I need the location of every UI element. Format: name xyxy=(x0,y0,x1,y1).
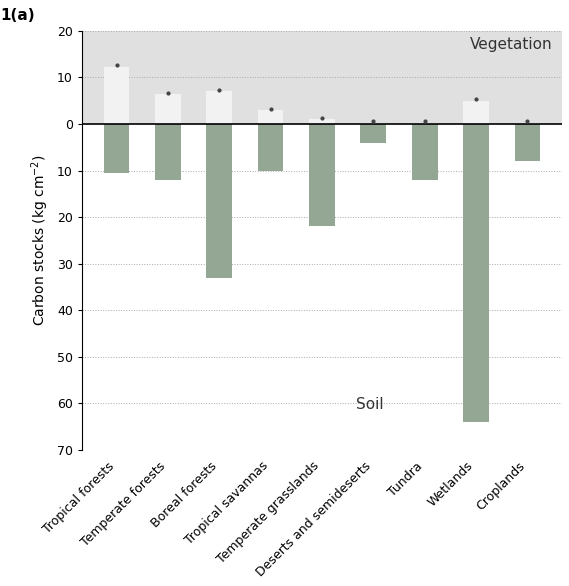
Bar xyxy=(412,122,438,124)
Bar xyxy=(309,124,335,226)
Bar xyxy=(104,67,129,124)
Bar xyxy=(207,124,232,278)
Bar xyxy=(155,124,181,180)
Bar xyxy=(463,101,489,124)
Bar xyxy=(309,120,335,124)
Text: Soil: Soil xyxy=(356,397,383,413)
Bar xyxy=(207,91,232,124)
Text: 1(a): 1(a) xyxy=(1,8,35,23)
Bar xyxy=(258,110,283,124)
Text: Vegetation: Vegetation xyxy=(470,38,552,52)
Bar xyxy=(463,124,489,422)
Bar xyxy=(361,122,386,124)
Bar xyxy=(514,122,540,124)
Bar xyxy=(361,124,386,142)
Bar xyxy=(104,124,129,173)
Bar xyxy=(82,31,562,124)
Bar xyxy=(155,94,181,124)
Bar xyxy=(258,124,283,171)
Bar xyxy=(514,124,540,161)
Bar xyxy=(412,124,438,180)
Y-axis label: Carbon stocks (kg cm$^{-2}$): Carbon stocks (kg cm$^{-2}$) xyxy=(30,155,51,326)
